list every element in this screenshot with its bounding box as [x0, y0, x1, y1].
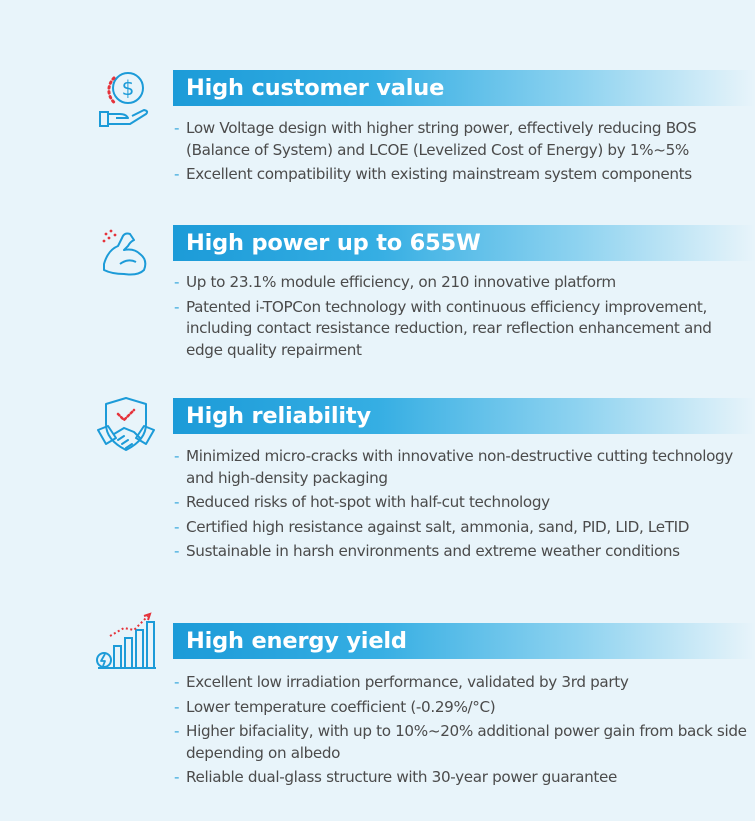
list-item: - Up to 23.1% module efficiency, on 210 i… [174, 273, 616, 291]
list-item: - Certified high resistance against salt,… [174, 517, 690, 536]
bullet-list: - Up to 23.1% module efficiency, on 210 i… [174, 272, 749, 364]
list-item: - Reliable dual-glass structure with 30-y… [174, 768, 617, 786]
shield-handshake-icon [94, 394, 158, 458]
bullet-list: - Low Voltage design with higher string p… [174, 118, 749, 189]
energy-bar-chart-icon [94, 610, 158, 674]
section-title: High reliability [186, 403, 371, 429]
section-banner: High reliability [173, 398, 755, 434]
list-item: - Higher bifaciality, with up to 10%~20% … [174, 722, 747, 762]
section-banner: High customer value [173, 70, 755, 106]
bullet-list: - Minimized micro-cracks with innovative … [174, 446, 749, 566]
list-item: - Low Voltage design with higher string p… [174, 119, 697, 159]
list-item: - Sustainable in harsh environments and e… [174, 542, 680, 560]
list-item: - Reduced risks of hot-spot with half-cut… [174, 493, 550, 511]
list-item: - Lower temperature coefficient (-0.29%/°… [174, 697, 496, 716]
section-banner: High power up to 655W [173, 225, 755, 261]
flexed-arm-icon [94, 220, 158, 284]
bullet-list: - Excellent low irradiation performance, … [174, 672, 749, 792]
hand-dollar-icon: $ [94, 64, 158, 128]
list-item: - Excellent low irradiation performance, … [174, 673, 629, 691]
svg-text:$: $ [122, 76, 135, 100]
section-title: High energy yield [186, 628, 407, 654]
section-title: High power up to 655W [186, 230, 481, 256]
list-item: - Patented i-TOPCon technology with conti… [174, 297, 712, 359]
section-banner: High energy yield [173, 623, 755, 659]
section-title: High customer value [186, 75, 445, 101]
list-item: - Minimized micro-cracks with innovative … [174, 447, 733, 487]
list-item: - Excellent compatibility with existing m… [174, 165, 692, 183]
